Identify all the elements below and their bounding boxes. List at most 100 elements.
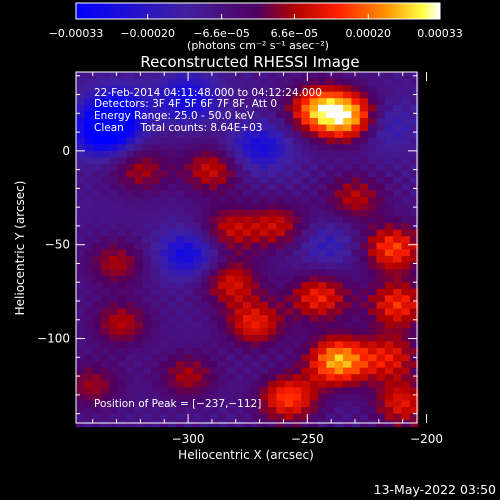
heatmap-cell [267,275,277,283]
heatmap-cell [184,78,194,86]
heatmap-cell [151,124,160,132]
heatmap-cell [242,413,252,421]
heatmap-cell [184,249,194,257]
heatmap-cell [242,334,252,342]
heatmap-cell [334,308,344,316]
heatmap-cell [159,341,169,349]
heatmap-cell [76,407,85,415]
heatmap-cell [284,163,294,171]
heatmap-cell [209,78,219,86]
heatmap-cell [293,170,302,178]
heatmap-cell [184,354,194,362]
heatmap-cell [134,288,144,296]
heatmap-cell [217,196,227,204]
heatmap-cell [343,361,352,369]
heatmap-cell [359,288,369,296]
heatmap-cell [259,196,269,204]
heatmap-cell [301,177,311,185]
heatmap-cell [101,229,110,237]
heatmap-cell [376,242,386,250]
heatmap-cell [134,85,144,93]
heatmap-cell [126,131,135,139]
heatmap-cell [284,98,294,106]
heatmap-cell [409,216,419,224]
heatmap-cell [318,177,327,185]
heatmap-cell [134,131,144,139]
heatmap-cell [126,308,135,316]
heatmap-cell [409,387,419,395]
heatmap-cell [176,275,185,283]
heatmap-cell [259,223,269,231]
heatmap-cell [201,104,210,112]
heatmap-cell [409,91,419,99]
heatmap-cell [117,255,127,263]
heatmap-cell [201,269,210,277]
heatmap-cell [384,255,394,263]
heatmap-cell [326,91,336,99]
heatmap-cell [309,150,319,158]
heatmap-cell [117,354,127,362]
heatmap-cell [284,321,294,329]
heatmap-cell [334,282,344,290]
heatmap-cell [92,420,102,428]
heatmap-cell [76,341,85,349]
heatmap-cell [217,334,227,342]
heatmap-cell [376,367,386,375]
heatmap-cell [368,216,377,224]
heatmap-cell [409,262,419,270]
heatmap-cell [201,387,210,395]
heatmap-cell [126,249,135,257]
heatmap-cell [159,137,169,145]
heatmap-cell [409,255,419,263]
heatmap-cell [217,387,227,395]
heatmap-cell [192,131,202,139]
heatmap-cell [117,282,127,290]
heatmap-cell [259,85,269,93]
heatmap-cell [209,137,219,145]
heatmap-cell [176,111,185,119]
heatmap-cell [117,85,127,93]
heatmap-cell [351,196,361,204]
heatmap-cell [318,203,327,211]
heatmap-cell [109,177,119,185]
heatmap-cell [259,393,269,401]
heatmap-cell [134,420,144,428]
heatmap-cell [284,216,294,224]
heatmap-cell [117,374,127,382]
heatmap-cell [167,295,177,303]
heatmap-cell [92,209,102,217]
heatmap-cell [192,282,202,290]
heatmap-cell [393,341,402,349]
heatmap-cell [84,150,94,158]
heatmap-cell [176,407,185,415]
heatmap-cell [359,420,369,428]
heatmap-cell [92,196,102,204]
heatmap-cell [267,137,277,145]
heatmap-cell [101,177,110,185]
heatmap-cell [176,315,185,323]
heatmap-cell [393,144,402,152]
heatmap-cell [84,315,94,323]
heatmap-cell [284,91,294,99]
heatmap-cell [151,111,160,119]
heatmap-cell [117,321,127,329]
heatmap-cell [142,177,152,185]
heatmap-cell [267,393,277,401]
heatmap-cell [242,269,252,277]
heatmap-cell [84,295,94,303]
heatmap-cell [301,111,311,119]
heatmap-cell [126,157,135,165]
heatmap-cell [351,420,361,428]
heatmap-cell [284,137,294,145]
heatmap-cell [159,301,169,309]
heatmap-cell [226,275,235,283]
heatmap-cell [184,144,194,152]
heatmap-cell [184,209,194,217]
heatmap-cell [409,242,419,250]
heatmap-cell [284,242,294,250]
heatmap-cell [293,380,302,388]
heatmap-cell [368,111,377,119]
heatmap-cell [343,255,352,263]
heatmap-cell [318,282,327,290]
heatmap-cell [259,341,269,349]
